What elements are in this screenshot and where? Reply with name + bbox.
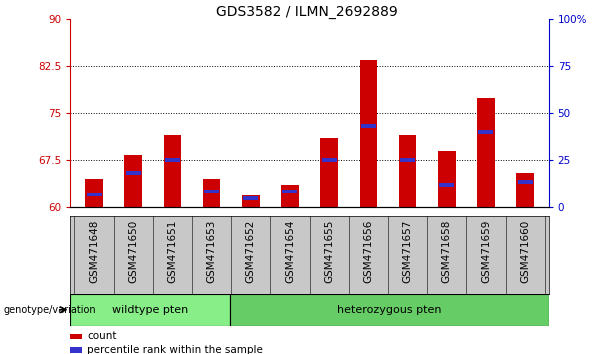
Bar	[398, 135, 416, 207]
Text: heterozygous pten: heterozygous pten	[337, 305, 441, 315]
Text: genotype/variation: genotype/variation	[3, 305, 96, 315]
Bar	[478, 130, 493, 134]
Bar	[400, 158, 415, 162]
Bar	[230, 294, 549, 326]
Text: wildtype pten: wildtype pten	[112, 305, 188, 315]
Text: count: count	[88, 331, 117, 342]
Bar	[321, 138, 338, 207]
Text: GSM471652: GSM471652	[246, 220, 256, 283]
Bar	[243, 196, 258, 200]
Bar	[203, 179, 221, 207]
Bar	[164, 135, 181, 207]
Bar	[85, 179, 103, 207]
Bar	[242, 195, 259, 207]
Text: GSM471657: GSM471657	[403, 220, 413, 283]
Bar	[86, 193, 102, 196]
Text: GSM471650: GSM471650	[128, 220, 138, 283]
Text: GSM471659: GSM471659	[481, 220, 491, 283]
Bar	[70, 347, 82, 353]
Bar	[124, 155, 142, 207]
Bar	[126, 171, 141, 175]
Text: GSM471658: GSM471658	[442, 220, 452, 283]
Bar	[360, 60, 377, 207]
Text: GSM471651: GSM471651	[167, 220, 177, 283]
Text: GSM471656: GSM471656	[364, 220, 373, 283]
Bar	[516, 173, 534, 207]
Bar	[361, 124, 376, 128]
Bar	[283, 190, 297, 193]
Bar	[70, 294, 230, 326]
Bar	[477, 98, 495, 207]
Text: GSM471648: GSM471648	[89, 220, 99, 283]
Bar	[517, 180, 533, 184]
Text: percentile rank within the sample: percentile rank within the sample	[88, 345, 263, 354]
Text: GSM471653: GSM471653	[207, 220, 216, 283]
Bar	[165, 158, 180, 162]
Bar	[281, 185, 299, 207]
Bar	[438, 151, 455, 207]
Bar	[70, 333, 82, 339]
Bar	[204, 190, 219, 193]
Text: GSM471654: GSM471654	[285, 220, 295, 283]
Text: GDS3582 / ILMN_2692889: GDS3582 / ILMN_2692889	[216, 5, 397, 19]
Bar	[440, 183, 454, 187]
Text: GSM471655: GSM471655	[324, 220, 334, 283]
Text: GSM471660: GSM471660	[520, 220, 530, 283]
Bar	[322, 158, 337, 162]
